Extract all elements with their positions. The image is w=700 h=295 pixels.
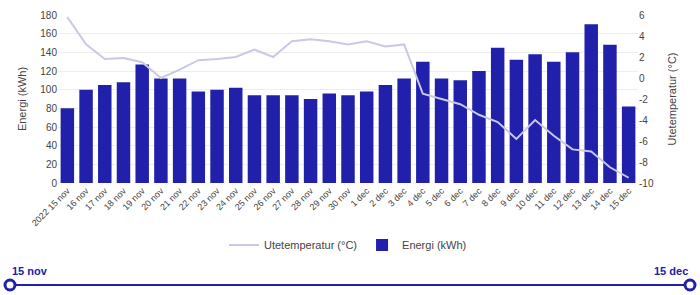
svg-text:16 nov: 16 nov: [64, 186, 91, 213]
svg-text:15 dec: 15 dec: [607, 186, 634, 213]
svg-text:180: 180: [40, 10, 57, 21]
svg-text:2: 2: [639, 52, 645, 63]
svg-text:10 dec: 10 dec: [514, 186, 541, 213]
svg-text:17 nov: 17 nov: [83, 186, 110, 213]
svg-text:30 nov: 30 nov: [326, 186, 353, 213]
svg-text:7 dec: 7 dec: [461, 186, 484, 209]
svg-text:4: 4: [639, 31, 645, 42]
svg-text:140: 140: [40, 47, 57, 58]
svg-text:27 nov: 27 nov: [270, 186, 297, 213]
svg-text:100: 100: [40, 84, 57, 95]
svg-text:14 dec: 14 dec: [588, 186, 615, 213]
svg-text:-2: -2: [639, 94, 648, 105]
svg-text:60: 60: [46, 122, 58, 133]
svg-text:6: 6: [639, 10, 645, 21]
svg-text:25 nov: 25 nov: [233, 186, 260, 213]
svg-text:1 dec: 1 dec: [349, 186, 372, 209]
svg-text:11 dec: 11 dec: [533, 186, 559, 212]
svg-text:12 dec: 12 dec: [551, 186, 578, 213]
svg-text:-10: -10: [639, 178, 654, 189]
svg-text:15 dec: 15 dec: [654, 265, 688, 277]
svg-text:160: 160: [40, 28, 57, 39]
svg-text:120: 120: [40, 66, 57, 77]
svg-text:19 nov: 19 nov: [121, 186, 148, 213]
svg-text:29 nov: 29 nov: [308, 186, 335, 213]
svg-text:18 nov: 18 nov: [102, 186, 129, 213]
svg-text:28 nov: 28 nov: [289, 186, 316, 213]
svg-text:Energi (kWh): Energi (kWh): [402, 239, 466, 251]
svg-text:3 dec: 3 dec: [386, 186, 409, 209]
svg-text:21 nov: 21 nov: [158, 186, 185, 213]
svg-text:5 dec: 5 dec: [423, 186, 446, 209]
svg-text:4 dec: 4 dec: [405, 186, 428, 209]
svg-text:0: 0: [51, 178, 57, 189]
svg-text:9 dec: 9 dec: [498, 186, 521, 209]
svg-text:20: 20: [46, 159, 58, 170]
svg-text:2022 15 nov: 2022 15 nov: [30, 186, 72, 228]
svg-text:6 dec: 6 dec: [442, 186, 465, 209]
svg-text:13 dec: 13 dec: [570, 186, 597, 213]
svg-text:Utetemperatur (°C): Utetemperatur (°C): [264, 239, 357, 251]
svg-text:-6: -6: [639, 136, 648, 147]
svg-text:23 nov: 23 nov: [195, 186, 222, 213]
svg-text:-4: -4: [639, 115, 648, 126]
svg-text:Utetemperatur (°C): Utetemperatur (°C): [666, 52, 678, 145]
svg-text:40: 40: [46, 140, 58, 151]
svg-text:0: 0: [639, 73, 645, 84]
svg-text:24 nov: 24 nov: [214, 186, 241, 213]
svg-text:22 nov: 22 nov: [177, 186, 204, 213]
svg-text:26 nov: 26 nov: [252, 186, 279, 213]
svg-text:-8: -8: [639, 157, 648, 168]
svg-text:20 nov: 20 nov: [139, 186, 166, 213]
svg-text:2 dec: 2 dec: [367, 186, 390, 209]
svg-text:Energi (kWh): Energi (kWh): [16, 67, 28, 131]
svg-text:15 nov: 15 nov: [12, 265, 48, 277]
svg-text:80: 80: [46, 103, 58, 114]
svg-text:8 dec: 8 dec: [480, 186, 503, 209]
